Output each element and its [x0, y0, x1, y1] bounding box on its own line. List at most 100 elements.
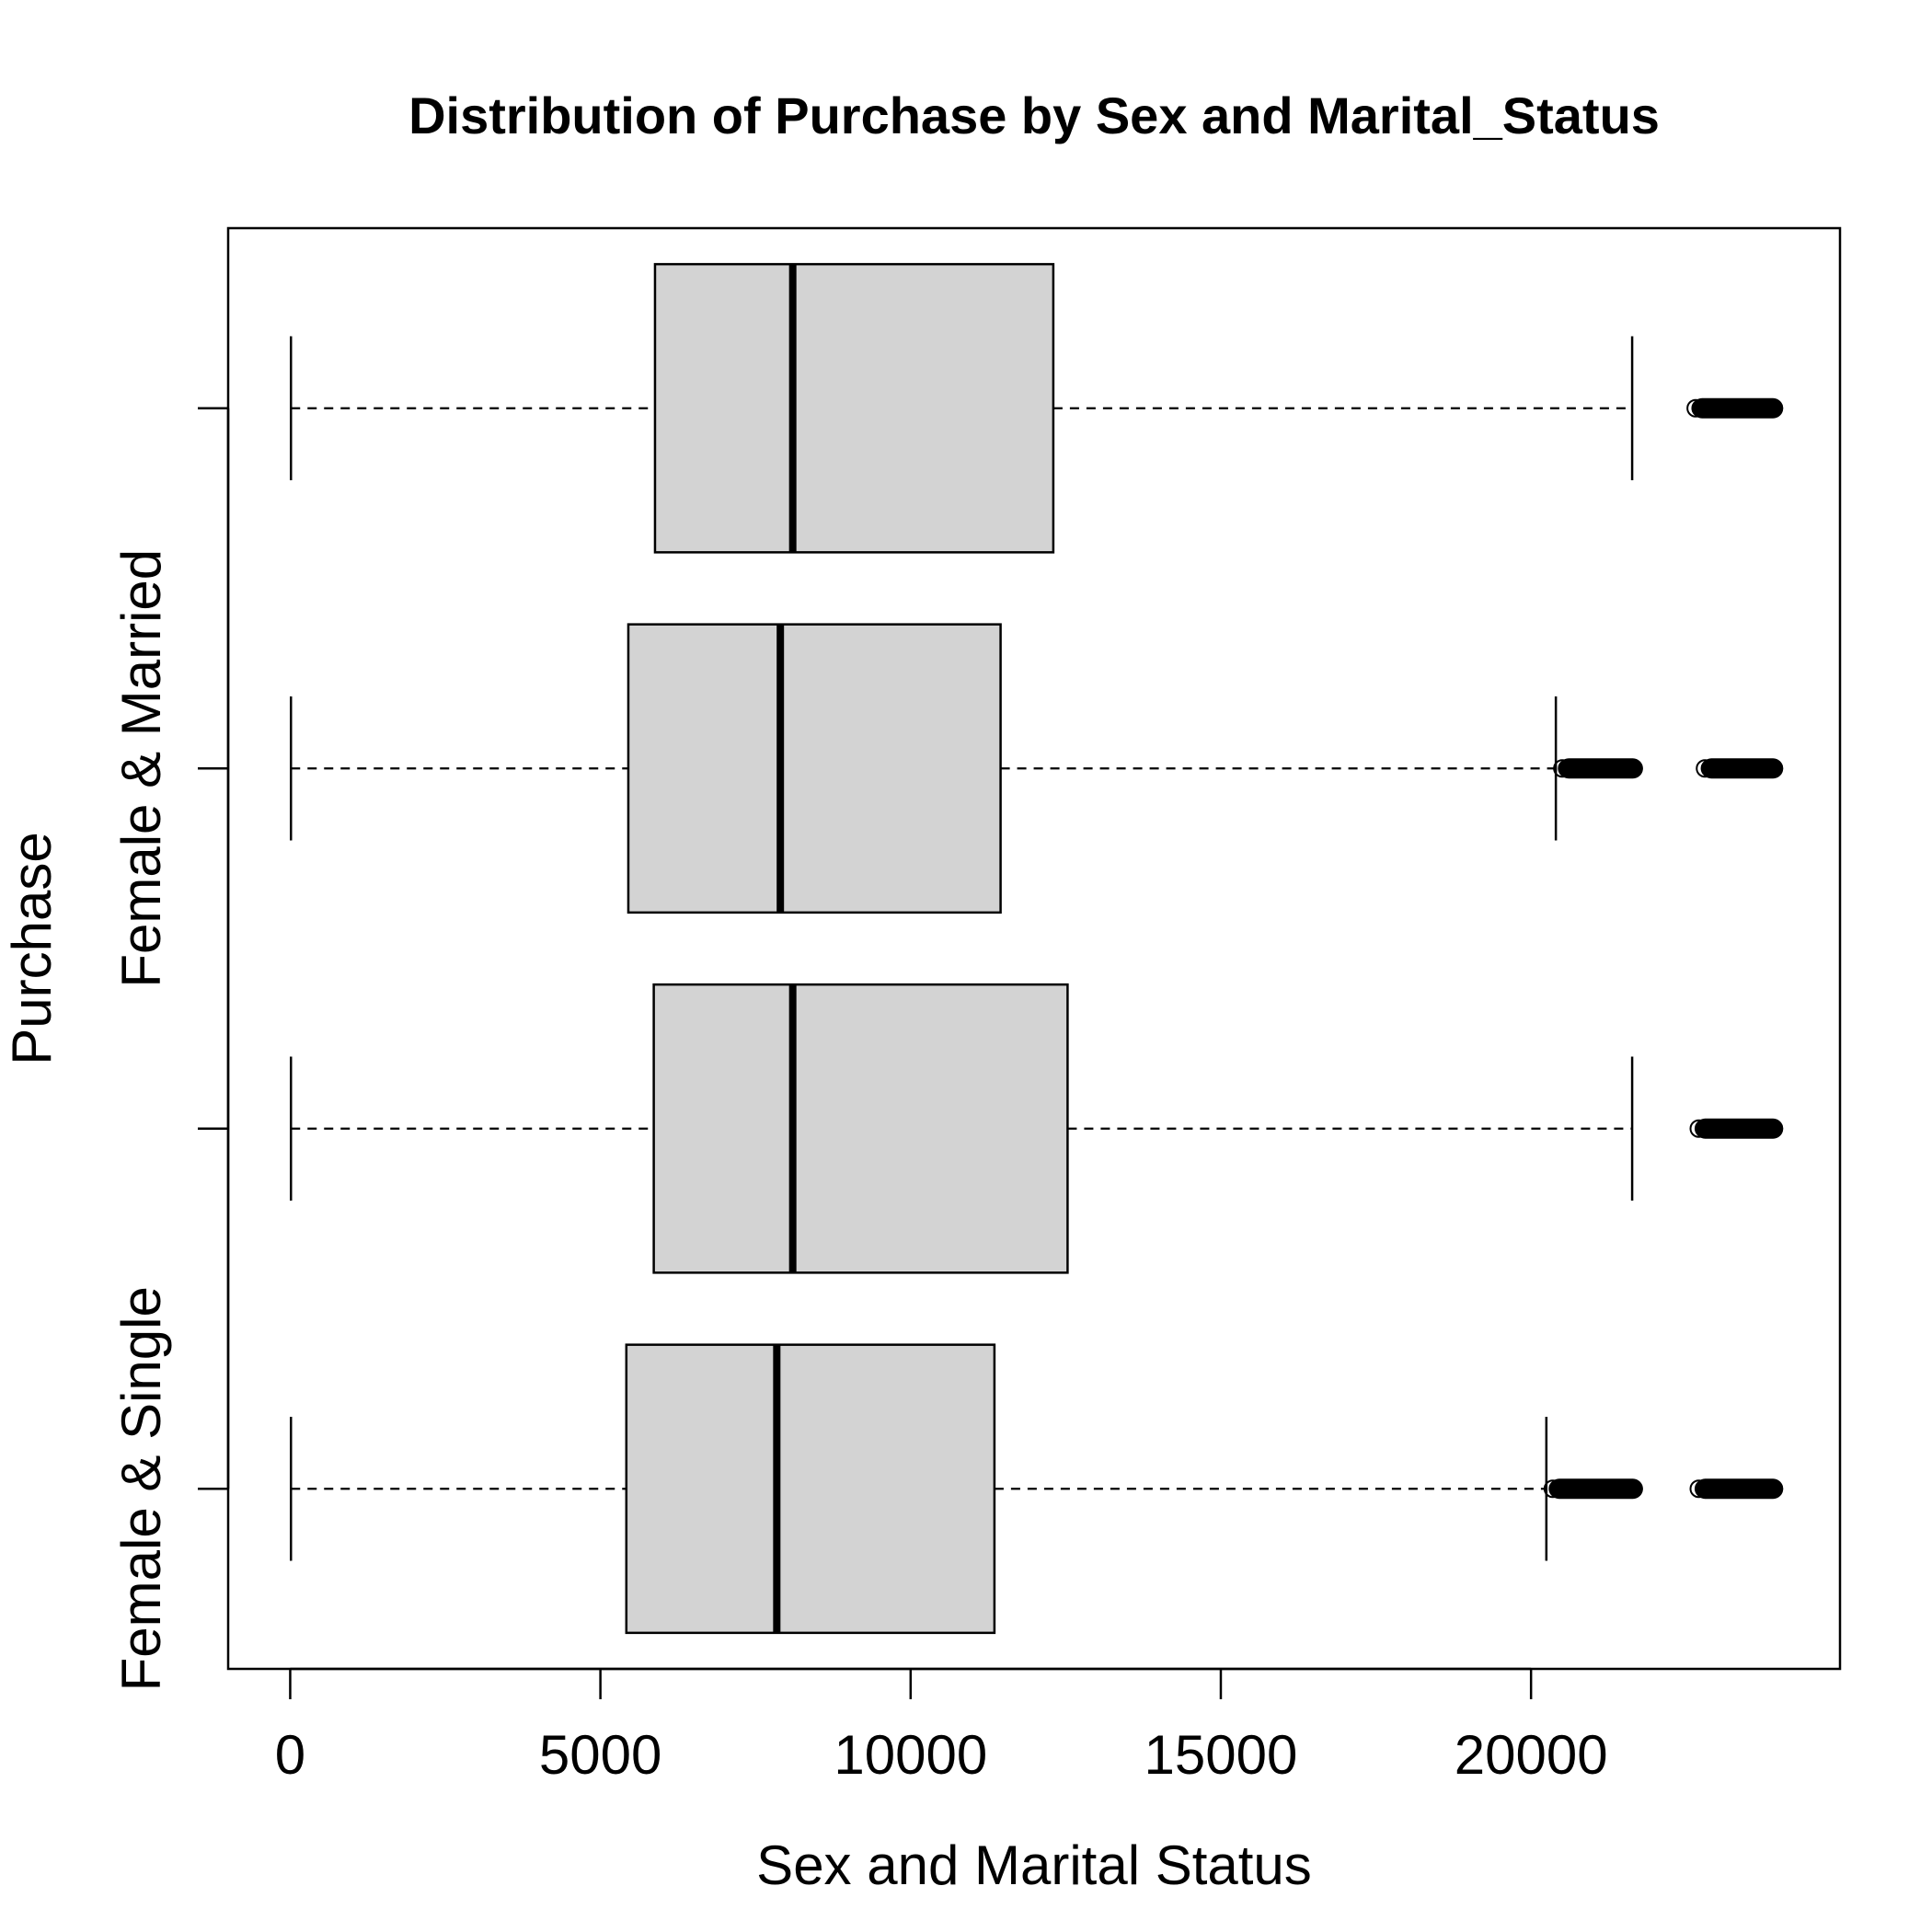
outlier-point — [1725, 398, 1744, 418]
box — [652, 983, 1069, 1274]
outlier-point — [1614, 1479, 1633, 1499]
outlier-point — [1706, 398, 1725, 418]
outlier-point — [1765, 1119, 1784, 1138]
outlier-point — [1740, 759, 1759, 778]
outlier-point — [1609, 1479, 1628, 1499]
outlier-point — [1714, 1479, 1733, 1499]
outlier-point — [1739, 1479, 1758, 1499]
outlier-point — [1686, 398, 1706, 418]
outlier-point — [1749, 1119, 1768, 1138]
outlier-point — [1604, 1479, 1623, 1499]
x-tick-label: 0 — [275, 1724, 305, 1786]
outlier-point — [1714, 1119, 1733, 1138]
outlier-point — [1573, 1479, 1593, 1499]
outlier-point — [1735, 759, 1754, 778]
outlier-point — [1765, 759, 1784, 778]
outlier-point — [1696, 759, 1715, 778]
outlier-point — [1744, 1479, 1764, 1499]
outlier-point — [1739, 1119, 1758, 1138]
outlier-point — [1720, 398, 1740, 418]
outlier-point — [1759, 1479, 1778, 1499]
outlier-point — [1719, 1479, 1739, 1499]
outlier-point — [1724, 1479, 1743, 1499]
outlier-point — [1619, 1479, 1639, 1499]
outlier-point — [1716, 398, 1735, 418]
outlier-point — [1710, 398, 1730, 418]
outlier-point — [1589, 1479, 1608, 1499]
outlier-point — [1595, 759, 1615, 778]
outlier-point — [1577, 759, 1596, 778]
outlier-point — [1700, 759, 1719, 778]
outlier-point — [1691, 398, 1710, 418]
outlier-point — [1694, 1479, 1713, 1499]
outlier-point — [1754, 1119, 1774, 1138]
outlier-point — [1563, 1479, 1582, 1499]
outlier-point — [1586, 759, 1605, 778]
outlier-point — [1583, 1479, 1603, 1499]
x-tick-label: 20000 — [1455, 1724, 1608, 1786]
outlier-point — [1689, 1479, 1708, 1499]
outlier-point — [1593, 1479, 1613, 1499]
outlier-point — [1735, 398, 1754, 418]
box — [627, 623, 1002, 914]
outlier-point — [1571, 759, 1591, 778]
box — [625, 1343, 996, 1635]
outlier-point — [1730, 759, 1749, 778]
outlier-point — [1591, 759, 1610, 778]
y-category-label: Female & Married — [110, 549, 172, 988]
outlier-point — [1759, 1119, 1778, 1138]
outlier-point — [1704, 1119, 1723, 1138]
outlier-point — [1704, 1479, 1723, 1499]
x-axis-label: Sex and Marital Status — [756, 1834, 1312, 1896]
outlier-point — [1619, 759, 1639, 778]
outlier-point — [1765, 1479, 1784, 1499]
outlier-point — [1569, 1479, 1588, 1499]
x-tick-label: 10000 — [834, 1724, 987, 1786]
outlier-point — [1605, 759, 1625, 778]
outlier-point — [1730, 1479, 1749, 1499]
outlier-point — [1709, 1119, 1729, 1138]
outlier-point — [1696, 398, 1715, 418]
box — [653, 262, 1055, 554]
x-tick-label: 5000 — [539, 1724, 661, 1786]
outlier-point — [1754, 398, 1774, 418]
outlier-point — [1581, 759, 1601, 778]
outlier-point — [1719, 1119, 1739, 1138]
outlier-point — [1553, 1479, 1572, 1499]
outlier-point — [1750, 398, 1769, 418]
outlier-point — [1740, 398, 1759, 418]
chart-title: Distribution of Purchase by Sex and Mari… — [408, 86, 1660, 144]
outlier-point — [1610, 759, 1629, 778]
outlier-point — [1694, 1119, 1713, 1138]
x-tick-label: 15000 — [1144, 1724, 1298, 1786]
outlier-point — [1689, 1119, 1708, 1138]
outlier-point — [1600, 759, 1619, 778]
outlier-point — [1744, 759, 1764, 778]
outlier-point — [1720, 759, 1740, 778]
outlier-point — [1705, 759, 1724, 778]
outlier-point — [1725, 759, 1744, 778]
outlier-point — [1754, 1479, 1774, 1499]
outlier-point — [1558, 759, 1577, 778]
outlier-point — [1553, 759, 1572, 778]
outlier-point — [1624, 759, 1643, 778]
outlier-point — [1749, 1479, 1768, 1499]
outlier-point — [1750, 759, 1769, 778]
outlier-point — [1759, 398, 1778, 418]
outlier-point — [1548, 1479, 1568, 1499]
outlier-point — [1615, 759, 1634, 778]
outlier-point — [1567, 759, 1586, 778]
outlier-point — [1624, 1479, 1643, 1499]
outlier-point — [1562, 759, 1581, 778]
outlier-point — [1734, 1479, 1754, 1499]
outlier-point — [1730, 398, 1749, 418]
outlier-point — [1699, 1479, 1719, 1499]
outlier-point — [1759, 759, 1778, 778]
outlier-point — [1730, 1119, 1749, 1138]
outlier-point — [1543, 1479, 1562, 1499]
outlier-point — [1701, 398, 1720, 418]
outlier-point — [1558, 1479, 1578, 1499]
outlier-point — [1715, 759, 1734, 778]
outlier-point — [1699, 1119, 1719, 1138]
